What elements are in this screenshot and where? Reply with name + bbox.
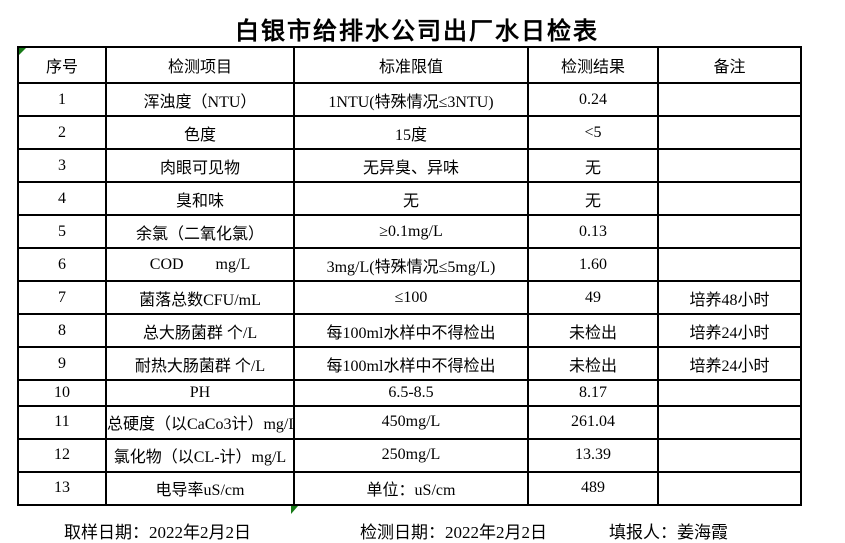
standard-cell: 3mg/L(特殊情况≤5mg/L) <box>293 247 529 283</box>
table-row: 11 总硬度（以CaCo3计）mg/L 450mg/L 261.04 <box>17 404 802 440</box>
table-row: 12 氯化物（以CL-计）mg/L 250mg/L 13.39 <box>17 437 802 473</box>
item-cell: 电导率uS/cm <box>105 470 295 507</box>
table-row: 5 余氯（二氧化氯） ≥0.1mg/L 0.13 <box>17 214 802 250</box>
header-remark: 备注 <box>657 46 802 84</box>
daily-inspection-table: 序号 检测项目 标准限值 检测结果 备注 1 浑浊度（NTU） 1NTU(特殊情… <box>17 46 802 507</box>
standard-cell: 250mg/L <box>293 437 529 473</box>
standard-cell: 无 <box>293 181 529 217</box>
no-cell: 4 <box>17 181 107 217</box>
result-cell: <5 <box>527 115 659 151</box>
result-cell: 261.04 <box>527 404 659 440</box>
table-row: 8 总大肠菌群 个/L 每100ml水样中不得检出 未检出 培养24小时 <box>17 313 802 349</box>
reporter-label: 填报人：姜海霞 <box>609 523 728 542</box>
standard-cell: 单位：uS/cm <box>293 470 529 507</box>
remark-cell <box>657 404 802 440</box>
remark-cell <box>657 437 802 473</box>
remark-cell <box>657 379 802 407</box>
standard-cell: ≤100 <box>293 280 529 316</box>
item-cell: 臭和味 <box>105 181 295 217</box>
standard-cell: 6.5-8.5 <box>293 379 529 407</box>
no-cell: 9 <box>17 346 107 382</box>
result-cell: 13.39 <box>527 437 659 473</box>
test-date-label: 检测日期：2022年2月2日 <box>360 523 547 542</box>
item-cell: PH <box>105 379 295 407</box>
header-standard: 标准限值 <box>293 46 529 84</box>
remark-cell: 培养48小时 <box>657 280 802 316</box>
result-cell: 无 <box>527 181 659 217</box>
table-row: 6 COD mg/L 3mg/L(特殊情况≤5mg/L) 1.60 <box>17 247 802 283</box>
remark-cell <box>657 181 802 217</box>
table-row: 4 臭和味 无 无 <box>17 181 802 217</box>
standard-cell: 每100ml水样中不得检出 <box>293 346 529 382</box>
result-cell: 49 <box>527 280 659 316</box>
table-row: 9 耐热大肠菌群 个/L 每100ml水样中不得检出 未检出 培养24小时 <box>17 346 802 382</box>
result-cell: 未检出 <box>527 313 659 349</box>
no-cell: 7 <box>17 280 107 316</box>
result-cell: 0.13 <box>527 214 659 250</box>
standard-cell: 1NTU(特殊情况≤3NTU) <box>293 81 529 118</box>
table-row: 13 电导率uS/cm 单位：uS/cm 489 <box>17 470 802 507</box>
remark-cell <box>657 148 802 184</box>
header-result: 检测结果 <box>527 46 659 84</box>
footer: 取样日期：2022年2月2日 检测日期：2022年2月2日 填报人：姜海霞 <box>0 518 845 542</box>
standard-cell: 15度 <box>293 115 529 151</box>
table-row: 2 色度 15度 <5 <box>17 115 802 151</box>
no-cell: 12 <box>17 437 107 473</box>
standard-cell: 每100ml水样中不得检出 <box>293 313 529 349</box>
remark-cell <box>657 115 802 151</box>
remark-cell <box>657 81 802 118</box>
remark-cell <box>657 214 802 250</box>
remark-cell: 培养24小时 <box>657 313 802 349</box>
remark-cell <box>657 470 802 507</box>
table-row: 1 浑浊度（NTU） 1NTU(特殊情况≤3NTU) 0.24 <box>17 81 802 118</box>
item-cell: 总大肠菌群 个/L <box>105 313 295 349</box>
table-header-row: 序号 检测项目 标准限值 检测结果 备注 <box>17 46 802 84</box>
item-cell: 余氯（二氧化氯） <box>105 214 295 250</box>
item-cell: 菌落总数CFU/mL <box>105 280 295 316</box>
table-row: 7 菌落总数CFU/mL ≤100 49 培养48小时 <box>17 280 802 316</box>
result-cell: 489 <box>527 470 659 507</box>
standard-cell: ≥0.1mg/L <box>293 214 529 250</box>
table-row: 3 肉眼可见物 无异臭、异味 无 <box>17 148 802 184</box>
result-cell: 未检出 <box>527 346 659 382</box>
page-title: 白银市给排水公司出厂水日检表 <box>235 19 599 45</box>
no-cell: 2 <box>17 115 107 151</box>
no-cell: 10 <box>17 379 107 407</box>
no-cell: 11 <box>17 404 107 440</box>
result-cell: 0.24 <box>527 81 659 118</box>
item-cell: 氯化物（以CL-计）mg/L <box>105 437 295 473</box>
item-cell: 浑浊度（NTU） <box>105 81 295 118</box>
result-cell: 8.17 <box>527 379 659 407</box>
header-no: 序号 <box>17 46 107 84</box>
no-cell: 3 <box>17 148 107 184</box>
item-cell: COD mg/L <box>105 247 295 283</box>
no-cell: 5 <box>17 214 107 250</box>
no-cell: 8 <box>17 313 107 349</box>
remark-cell <box>657 247 802 283</box>
sampling-date-label: 取样日期：2022年2月2日 <box>64 523 251 542</box>
result-cell: 1.60 <box>527 247 659 283</box>
cell-error-indicator-triangle-icon <box>19 48 26 55</box>
item-cell: 总硬度（以CaCo3计）mg/L <box>105 404 295 440</box>
table-row: 10 PH 6.5-8.5 8.17 <box>17 379 802 407</box>
remark-cell: 培养24小时 <box>657 346 802 382</box>
no-cell: 6 <box>17 247 107 283</box>
header-item: 检测项目 <box>105 46 295 84</box>
item-cell: 色度 <box>105 115 295 151</box>
no-cell: 13 <box>17 470 107 507</box>
standard-cell: 无异臭、异味 <box>293 148 529 184</box>
item-cell: 耐热大肠菌群 个/L <box>105 346 295 382</box>
no-cell: 1 <box>17 81 107 118</box>
standard-cell: 450mg/L <box>293 404 529 440</box>
result-cell: 无 <box>527 148 659 184</box>
below-table-error-indicator-triangle-icon <box>291 506 298 514</box>
item-cell: 肉眼可见物 <box>105 148 295 184</box>
